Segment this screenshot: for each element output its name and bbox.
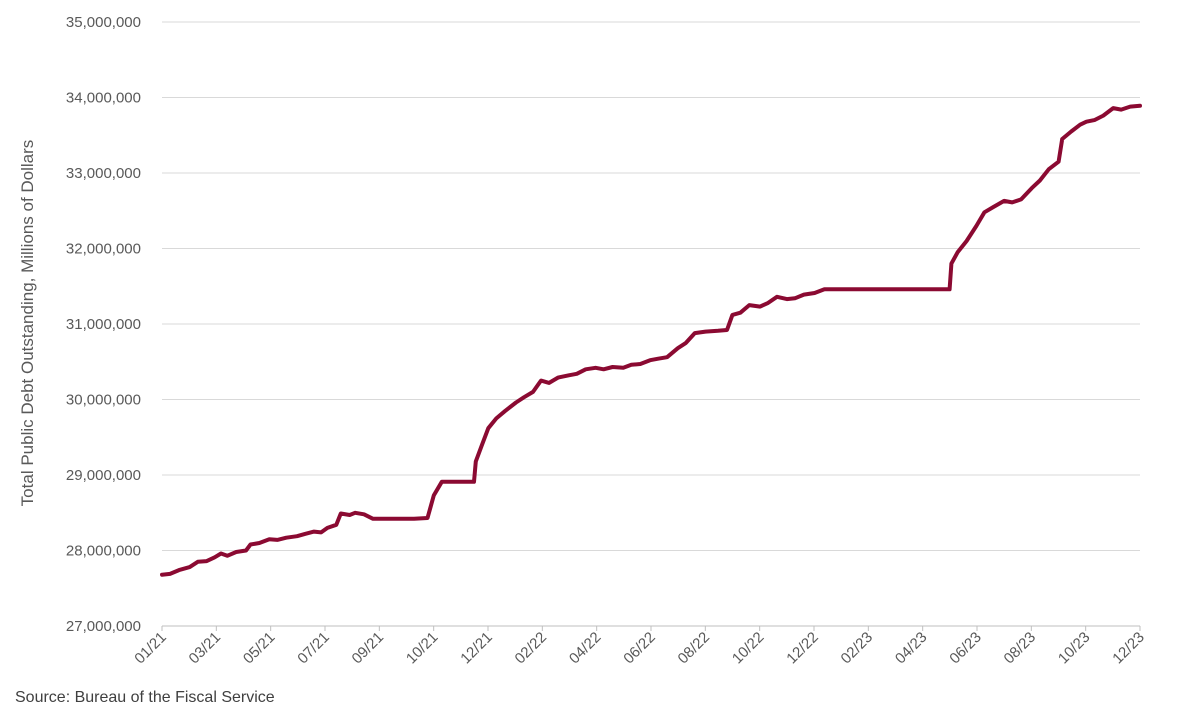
x-tick-label: 04/22 [566,629,605,668]
y-tick-label: 27,000,000 [66,618,141,635]
x-tick-label: 07/21 [294,629,333,668]
y-tick-label: 35,000,000 [66,14,141,31]
y-tick-label: 30,000,000 [66,392,141,409]
x-tick-label: 12/23 [1109,629,1148,668]
source-note: Source: Bureau of the Fiscal Service [15,689,275,706]
y-tick-label: 32,000,000 [66,241,141,258]
x-tick-label: 06/23 [946,629,985,668]
gridlines [162,21,1140,627]
series-group [160,103,1142,577]
y-tick-label: 29,000,000 [66,467,141,484]
x-tick-label: 10/23 [1055,629,1094,668]
y-tick-label: 33,000,000 [66,165,141,182]
x-tick-label: 12/21 [457,629,496,668]
y-tick-label: 34,000,000 [66,90,141,107]
x-tick-label: 02/23 [838,629,877,668]
x-tick-label: 09/21 [349,629,388,668]
x-tick-label: 12/22 [783,629,822,668]
y-tick-label: 28,000,000 [66,543,141,560]
x-tick-label: 02/22 [512,629,551,668]
series-line [160,103,1142,577]
x-tick-label: 08/23 [1001,629,1040,668]
y-tick-label: 31,000,000 [66,316,141,333]
x-tick-label: 08/22 [675,629,714,668]
x-tick-label: 04/23 [892,629,931,668]
y-axis-label: Total Public Debt Outstanding, Millions … [18,140,37,507]
x-tick-label: 06/22 [620,629,659,668]
x-tick-label: 05/21 [240,629,279,668]
x-axis [161,626,1141,631]
x-tick-label: 10/22 [729,629,768,668]
x-axis-tick-labels: 01/21 03/21 05/21 07/21 09/21 10/21 12/21 02/22… [131,629,1148,668]
y-axis-tick-labels: 27,000,000 28,000,000 29,000,000 30,000,000… [66,14,141,635]
x-tick-label: 03/21 [186,629,225,668]
x-tick-label: 10/21 [403,629,442,668]
